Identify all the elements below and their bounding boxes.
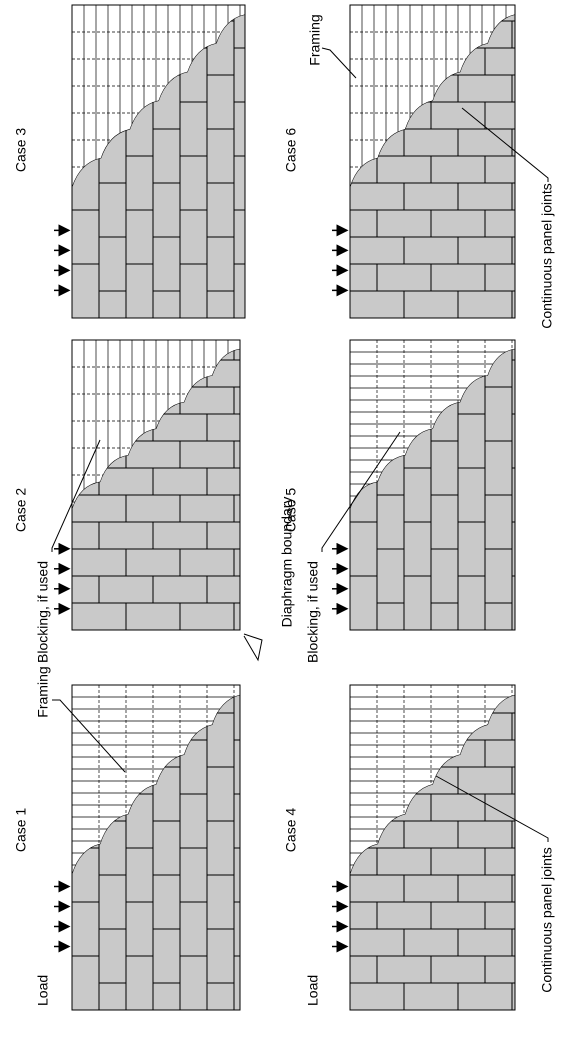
panel: [332, 4, 516, 319]
panel: [332, 684, 516, 1011]
panel-border: [349, 4, 516, 319]
leader: [321, 47, 357, 79]
leader: [243, 633, 263, 662]
panel-border: [71, 684, 241, 1011]
framing-label: Framing: [35, 666, 51, 717]
panel-border: [349, 684, 516, 1011]
panels: [54, 4, 516, 1011]
sheathing-area: [72, 348, 240, 630]
case-label: Case 3: [13, 128, 29, 173]
sheathing: [72, 14, 245, 318]
leader: [461, 107, 549, 182]
load-label: Load: [35, 975, 51, 1006]
panel-border: [71, 4, 246, 319]
case-label: Case 6: [283, 128, 299, 173]
leaders: [51, 47, 549, 842]
blocking-label: Blocking, if used: [305, 561, 321, 663]
leader: [52, 699, 126, 773]
diaphragm-boundary-label: Diaphragm boundary: [279, 497, 295, 628]
load-label: Load: [305, 975, 321, 1006]
panel: [54, 4, 246, 319]
case-label: Case 1: [13, 808, 29, 853]
leader: [321, 431, 401, 552]
leader: [51, 439, 101, 552]
case-label: Case 2: [13, 488, 29, 533]
framing-label: Framing: [307, 14, 323, 65]
leader: [435, 775, 549, 842]
panel-joints-label: Continuous panel joints: [539, 183, 555, 329]
case-label: Case 5: [283, 488, 299, 533]
panel: [54, 339, 241, 631]
panel: [54, 684, 241, 1011]
blocking-label: Blocking, if used: [35, 561, 51, 663]
panel: [332, 339, 516, 631]
panel-joints-label: Continuous panel joints: [539, 847, 555, 993]
panel-border: [349, 339, 516, 631]
labels: Case 1 Case 2 Case 3 Case 4 Case 5 Case …: [13, 14, 555, 1006]
panel-border: [71, 339, 241, 631]
case-label: Case 4: [283, 808, 299, 853]
